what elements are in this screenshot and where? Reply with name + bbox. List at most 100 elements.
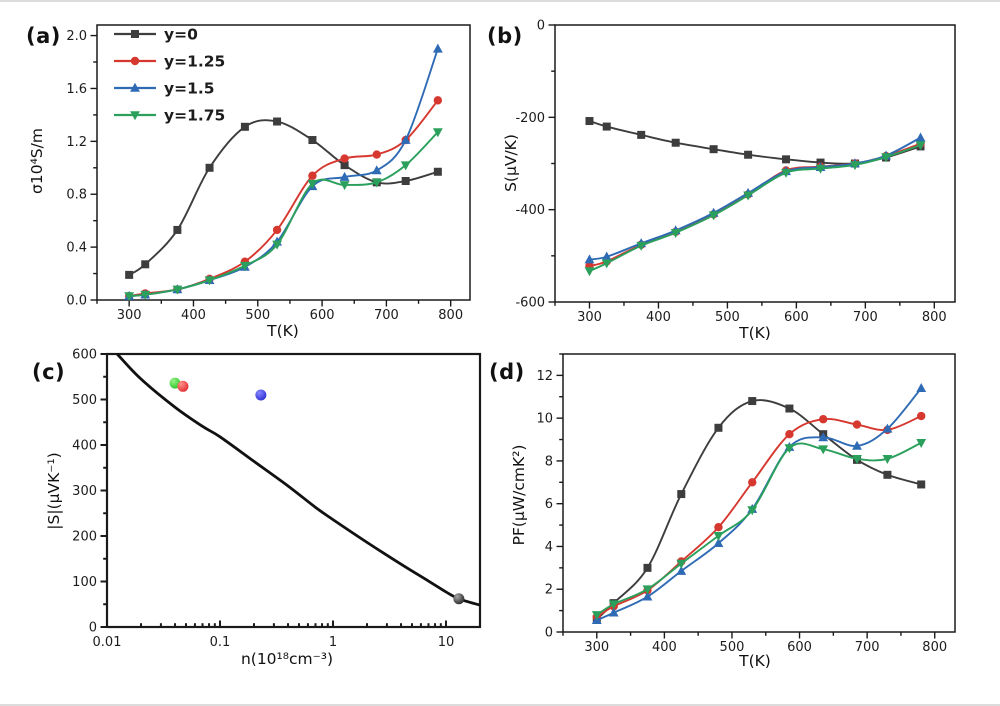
marker-triangle-down <box>916 438 927 448</box>
marker-square <box>585 117 594 126</box>
marker-circle <box>372 150 381 159</box>
marker-triangle-down <box>670 228 681 238</box>
marker-square <box>602 122 611 131</box>
series-line-y=0 <box>128 119 439 276</box>
marker-triangle-up <box>676 565 687 575</box>
marker-triangle-down <box>815 164 826 174</box>
svg-text:500: 500 <box>72 393 97 408</box>
marker-square <box>748 397 757 406</box>
tick-labels: 300 400 500 600 700 800 -600 -400 -200 0 <box>515 19 946 326</box>
marker-triangle-down <box>743 191 754 201</box>
chart-panel-b-seebeck: 300 400 500 600 700 800 -600 -400 -200 0 <box>515 19 956 326</box>
panel-b-label: (b) <box>487 24 523 48</box>
marker-square <box>273 117 282 126</box>
svg-text:10: 10 <box>536 412 553 427</box>
plot-area <box>124 43 443 301</box>
marker-triangle-down <box>881 153 891 163</box>
marker-square <box>671 138 680 147</box>
svg-text:400: 400 <box>72 439 97 454</box>
marker-circle <box>852 420 862 429</box>
marker-square <box>785 404 794 413</box>
marker-triangle-up <box>601 251 612 261</box>
marker-square <box>205 163 214 172</box>
marker-square <box>782 155 791 164</box>
marker-triangle-down <box>601 259 612 269</box>
svg-text:0.01: 0.01 <box>93 635 122 650</box>
plot-frame <box>105 352 482 629</box>
marker-triangle-up <box>882 423 893 433</box>
marker-triangle-down <box>124 292 135 301</box>
marker-triangle-up <box>339 171 350 181</box>
svg-text:300: 300 <box>584 640 609 655</box>
svg-text:0.1: 0.1 <box>210 635 231 650</box>
marker-triangle-up <box>915 132 926 142</box>
svg-text:600: 600 <box>72 348 97 363</box>
svg-text:400: 400 <box>181 308 206 323</box>
svg-text:0.8: 0.8 <box>66 188 87 203</box>
panel-d-y-axis-label: PF(μW/cmK²) <box>510 444 528 546</box>
panel-b-y-axis-label: S(μV/K) <box>502 134 520 192</box>
marker-circle <box>130 56 140 66</box>
tick-labels: 300 400 500 600 700 800 0 2 4 6 8 10 12 <box>536 369 947 655</box>
svg-text:200: 200 <box>72 530 97 545</box>
marker-circle <box>308 171 317 180</box>
svg-text:800: 800 <box>922 640 947 655</box>
panel-c-x-axis-label: n(10¹⁸cm⁻³) <box>240 650 334 668</box>
marker-triangle-down <box>636 241 647 251</box>
marker-square <box>401 177 410 186</box>
marker-triangle-down <box>642 585 653 595</box>
svg-text:y=0: y=0 <box>164 26 198 44</box>
plot-area <box>584 117 926 277</box>
marker-triangle-down <box>747 506 758 516</box>
marker-triangle-up <box>818 432 829 442</box>
marker-circle <box>785 429 794 439</box>
marker-triangle-up <box>432 43 443 53</box>
svg-text:400: 400 <box>646 310 671 325</box>
marker-triangle-down <box>882 454 893 464</box>
marker-triangle-down <box>339 181 350 191</box>
marker-triangle-down <box>915 141 926 151</box>
scatter-point-y=1.5 <box>255 389 267 401</box>
svg-text:8: 8 <box>545 454 553 469</box>
panel-d-label: (d) <box>489 360 525 384</box>
panel-a-y-axis-label: σ10⁴S/m <box>28 128 46 194</box>
marker-triangle-down <box>850 161 860 171</box>
series-line-y=1.75 <box>589 144 921 272</box>
svg-text:1.6: 1.6 <box>66 82 87 97</box>
plot-area <box>591 383 927 625</box>
marker-triangle-down <box>713 531 724 541</box>
plot-frame <box>562 353 956 633</box>
svg-text:400: 400 <box>652 640 677 655</box>
svg-text:0: 0 <box>89 621 97 636</box>
marker-square <box>917 480 926 489</box>
marker-triangle-up <box>400 134 411 144</box>
panel-b-x-axis-label: T(K) <box>739 324 771 342</box>
series-line-y=0 <box>589 120 921 165</box>
marker-triangle-down <box>676 559 687 569</box>
svg-text:100: 100 <box>72 575 97 590</box>
svg-text:-600: -600 <box>515 296 545 311</box>
series-line-y=1.75 <box>129 131 439 297</box>
marker-circle <box>340 154 349 163</box>
marker-triangle-up <box>608 607 619 617</box>
svg-text:-400: -400 <box>515 203 545 218</box>
svg-text:800: 800 <box>922 310 947 325</box>
marker-triangle-down <box>240 261 250 271</box>
svg-text:300: 300 <box>72 484 97 499</box>
marker-triangle-up <box>584 254 595 264</box>
marker-triangle-down <box>591 611 602 621</box>
series-line-y=1.25 <box>128 99 439 297</box>
svg-text:500: 500 <box>715 310 740 325</box>
marker-triangle-down <box>400 161 411 171</box>
svg-text:12: 12 <box>536 369 553 384</box>
marker-square <box>744 150 753 159</box>
marker-square <box>714 423 723 432</box>
pisarenko-curve <box>116 353 480 607</box>
marker-square <box>709 145 718 154</box>
svg-text:0.0: 0.0 <box>66 294 87 309</box>
marker-triangle-down <box>307 179 318 189</box>
